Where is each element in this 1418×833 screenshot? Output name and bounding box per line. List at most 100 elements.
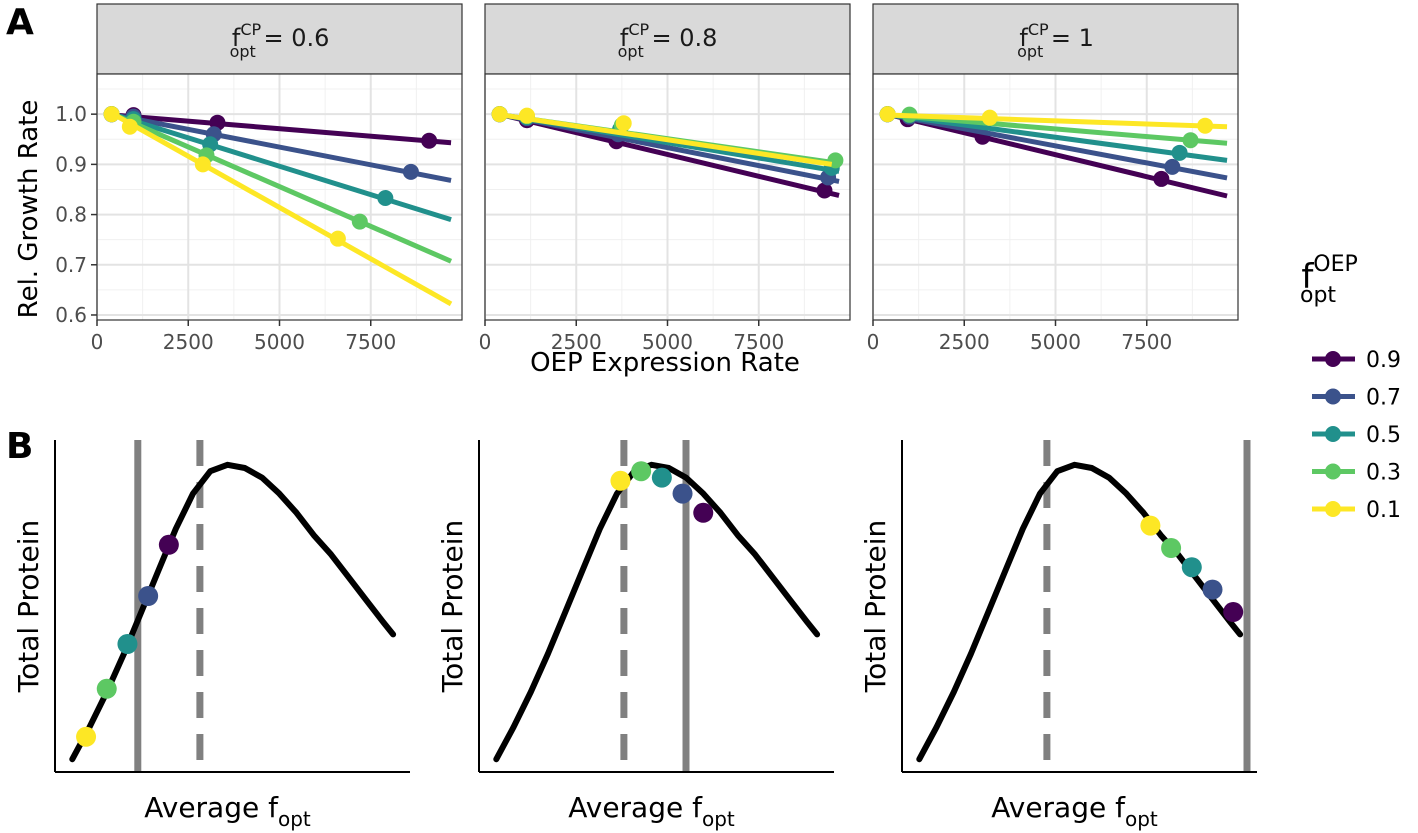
strip-value: 1 [1079,24,1094,52]
protein-panel-3: Total Protein Average fopt [859,440,1257,831]
facet-strip [872,3,1239,75]
x-tick-label: 2500 [939,330,990,354]
data-point [121,118,138,135]
x-tick-label: 5000 [254,330,305,354]
strip-sub: opt [230,42,256,61]
fit-line [891,112,1228,146]
data-point [981,109,998,126]
strip-value: 0.8 [679,24,717,52]
protein-curve [916,461,1244,763]
point-0.9 [158,534,179,555]
legend-title: fOEP opt [1300,252,1358,308]
strip-var: f [1019,24,1028,52]
x-tick-label: 0 [867,330,880,354]
fit-line [502,112,833,167]
point-0.3 [96,678,117,699]
data-point [491,106,508,123]
y-tick-label: 0.6 [55,303,87,327]
protein-curve [493,461,821,763]
y-axis-label: Total Protein [436,520,469,693]
x-label-sub: opt [702,807,735,831]
point-0.1 [76,726,97,747]
data-point [1153,170,1170,187]
strip-sub: opt [1017,42,1043,61]
strip-sub: opt [618,42,644,61]
legend-key-point [1325,351,1341,367]
y-axis-label: Total Protein [12,520,45,693]
point-0.9 [693,502,714,523]
fit-line [115,112,452,146]
point-0.3 [1161,538,1182,558]
x-label-main: Average f [568,791,703,824]
data-point [421,132,438,149]
x-tick-label: 5000 [642,330,693,354]
legend-label: 0.3 [1366,461,1401,486]
data-point [402,163,419,180]
strip-eq: = [256,24,291,52]
fit-line [114,112,453,307]
x-tick-label: 7500 [345,330,396,354]
data-point [1164,158,1181,175]
fit-line [114,112,452,183]
fit-line [114,112,452,222]
panel-label-b: B [6,426,33,467]
x-axis-label: Average fopt [144,791,311,831]
y-tick-label: 0.8 [55,203,87,227]
point-0.9 [1223,602,1244,622]
strip-sup: CP [240,20,261,39]
legend-item-0.5: 0.5 [1312,423,1401,448]
panel-a: fCP opt = 0.60 2500 5000 75000.60.70.80.91.0… [14,3,1239,354]
data-point [518,107,535,124]
x-axis-label: Average fopt [991,791,1158,831]
data-point [615,115,632,132]
legend-title-sub: opt [1300,283,1336,308]
y-tick-label: 1.0 [55,102,87,126]
data-point [329,230,346,247]
protein-panel-1: Total Protein Average fopt [12,440,410,831]
data-point [1197,117,1214,134]
x-label-sub: opt [278,807,311,831]
legend-label: 0.1 [1366,498,1401,523]
facet-strip [484,3,851,75]
data-point [194,156,211,173]
fit-line [890,112,1228,199]
x-tick-label: 7500 [1121,330,1172,354]
x-label-sub: opt [1125,807,1158,831]
point-0.5 [117,634,138,654]
data-point [351,213,368,230]
strip-value: 0.6 [291,24,329,52]
strip-var: f [232,24,241,52]
y-tick-label: 0.9 [55,152,87,176]
fit-line [891,112,1228,130]
facet-strip-label: fCP opt = 0.8 [618,20,718,61]
x-axis-label: Average fopt [568,791,735,831]
x-tick-label: 2500 [551,330,602,354]
data-point [1171,144,1188,161]
facet-1: fCP opt = 0.60 2500 5000 75000.60.70.80.91.0… [14,3,463,354]
point-0.3 [631,461,652,482]
series-0.1 [879,106,1228,134]
x-tick-label: 2500 [163,330,214,354]
panel-label-a: A [6,2,34,43]
shared-x-axis-label: OEP Expression Rate [530,348,800,378]
facet-strip-label: fCP opt = 0.6 [230,20,330,61]
point-0.7 [672,483,693,504]
legend-key-point [1325,501,1341,517]
point-0.5 [651,467,672,488]
series-0.1 [103,106,453,307]
legend-label: 0.5 [1366,423,1401,448]
facet-strip [96,3,463,75]
point-0.1 [1140,515,1161,536]
legend-key-point [1325,388,1341,405]
data-point [103,106,120,123]
y-axis-label: Total Protein [859,520,892,693]
legend-key-point [1325,426,1341,442]
legend-title-sup: OEP [1313,252,1357,277]
strip-var: f [620,24,629,52]
series-0.1 [491,106,833,167]
legend: fOEP opt 0.9 0.7 0.5 0.3 0.1 [1300,252,1401,523]
facet-strip-label: fCP opt = 1 [1017,20,1094,61]
legend-item-0.3: 0.3 [1312,461,1401,486]
x-tick-label: 5000 [1030,330,1081,354]
